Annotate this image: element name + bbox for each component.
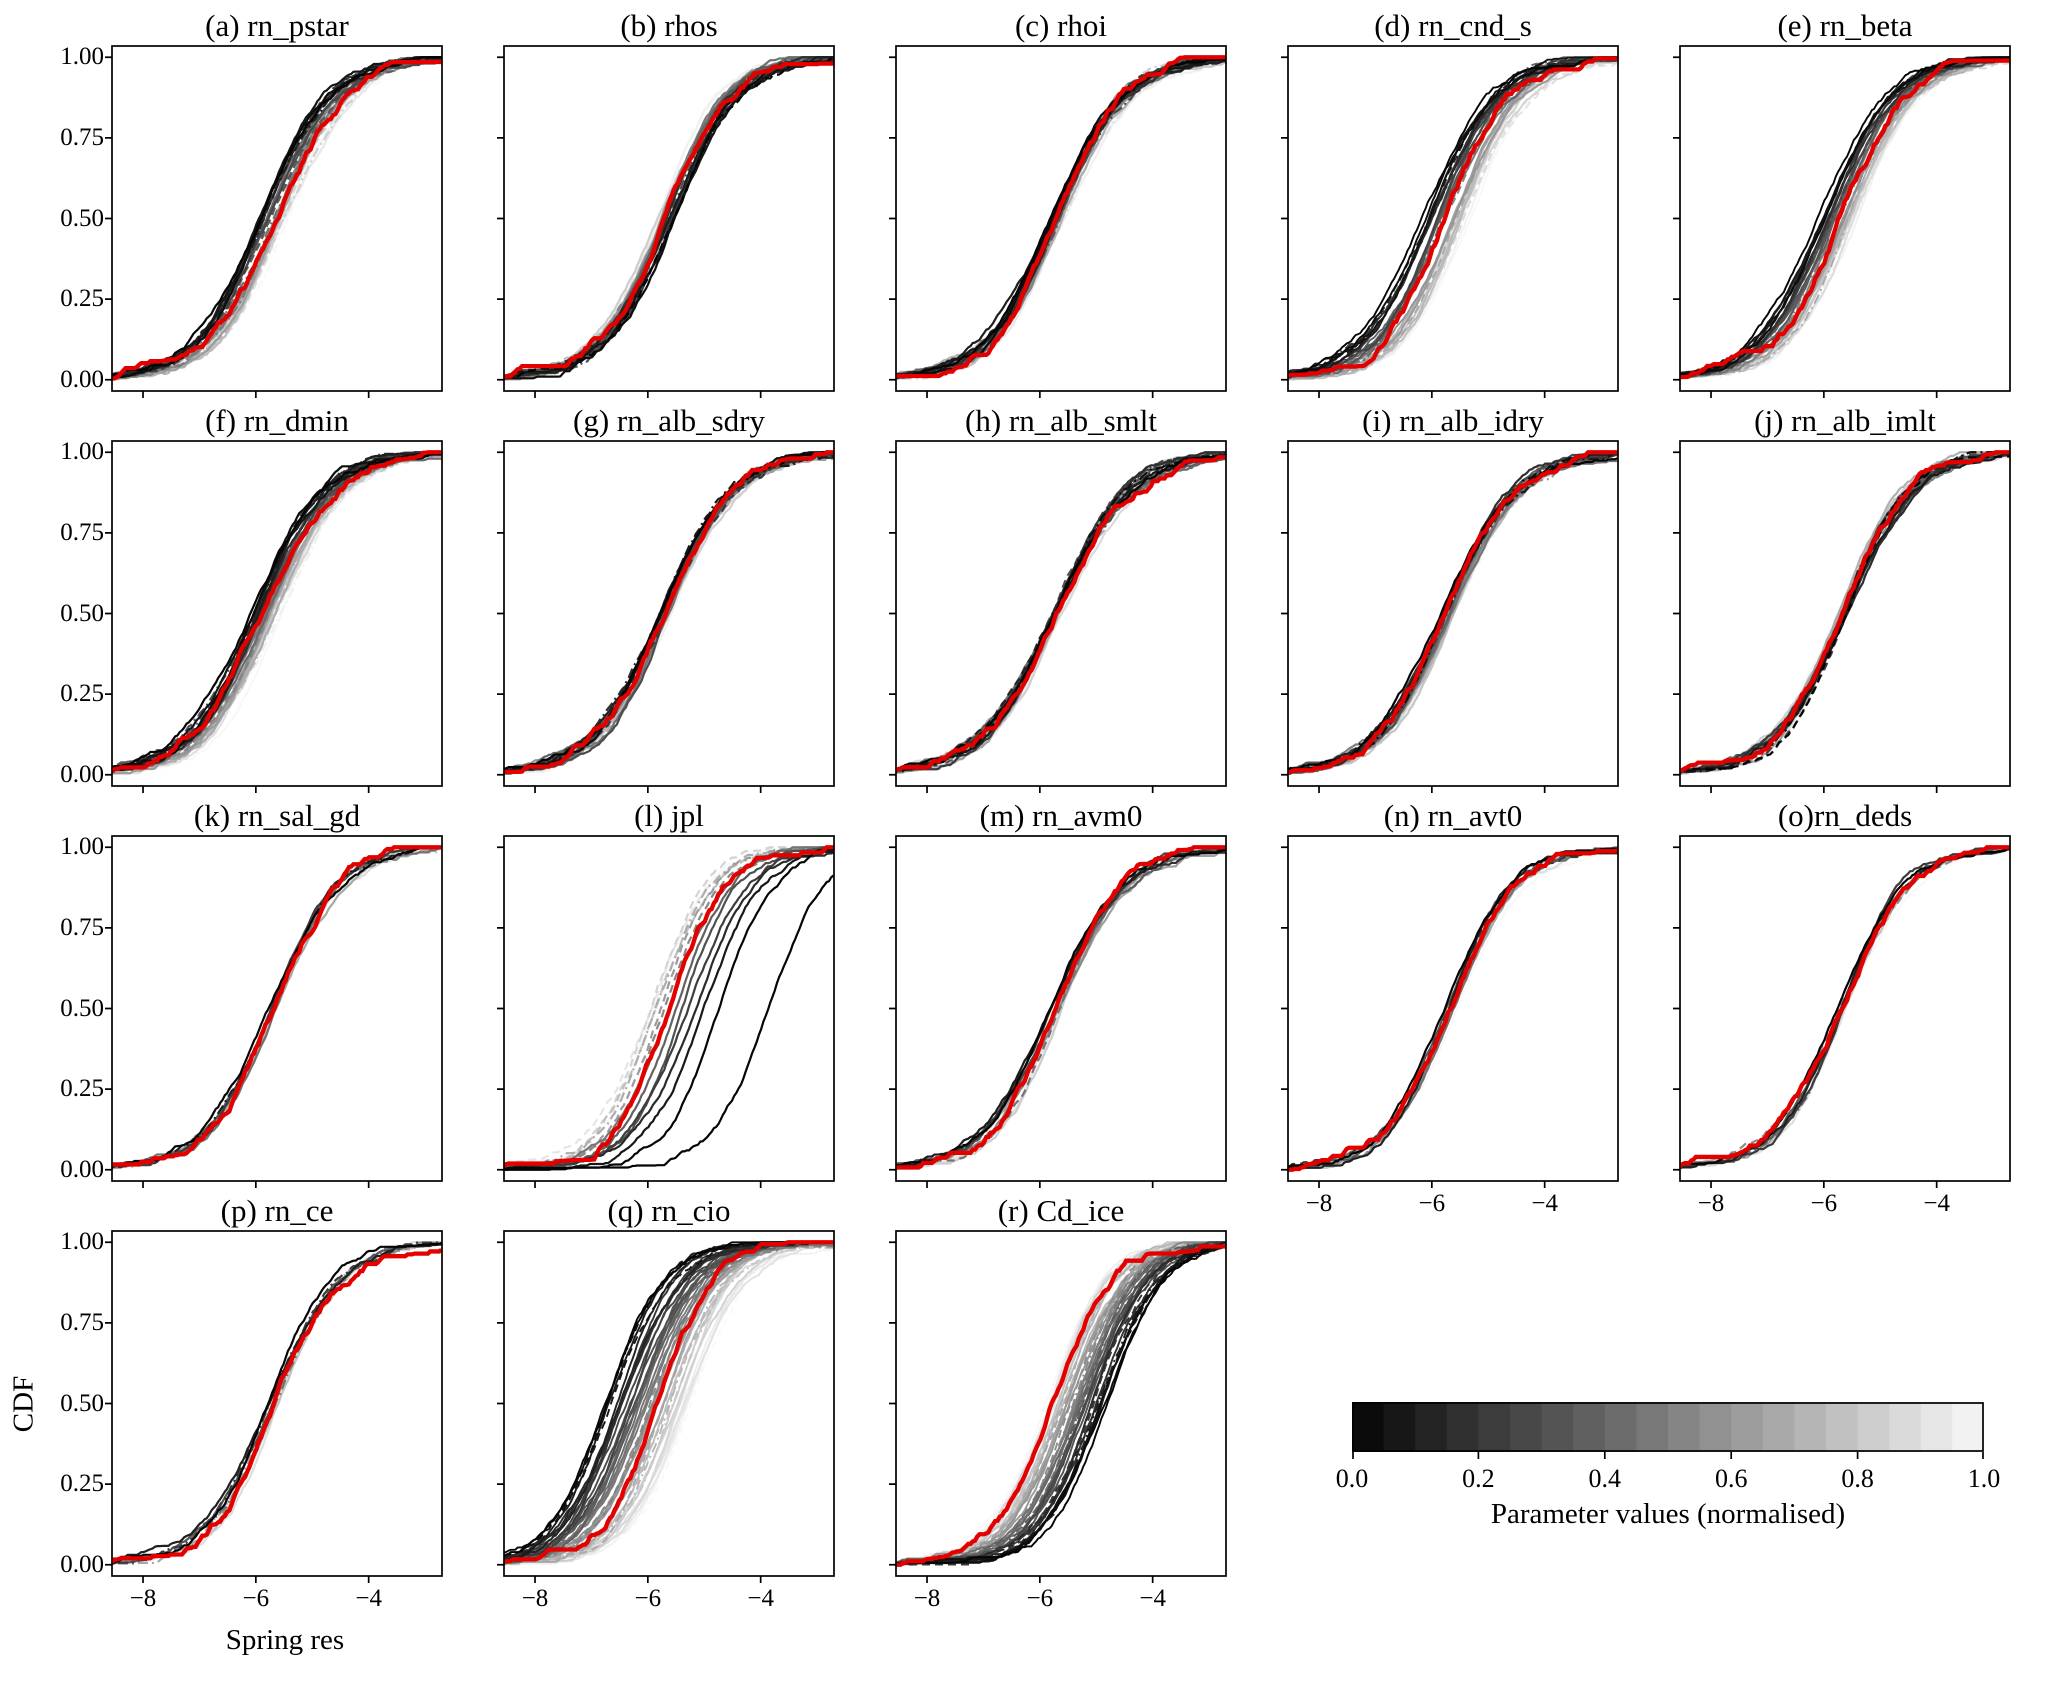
cdf-plot-canvas-m bbox=[880, 833, 1229, 1197]
x-tick-label: −6 bbox=[634, 1585, 662, 1612]
y-tick-label: 0.50 bbox=[60, 599, 104, 627]
cdf-plot-canvas-f bbox=[96, 438, 445, 802]
colorbar-tick-label: 0.0 bbox=[1335, 1464, 1369, 1493]
x-tick-label: −4 bbox=[1139, 1585, 1166, 1612]
x-tick-label: −6 bbox=[1026, 1585, 1054, 1612]
colorbar-tick-label: 0.6 bbox=[1714, 1464, 1748, 1493]
panel-title-r: (r) Cd_ice bbox=[997, 1193, 1125, 1228]
panel-title-l: (l) jpl bbox=[634, 798, 704, 833]
y-tick-label: 0.25 bbox=[60, 680, 104, 708]
y-tick-label: 0.50 bbox=[60, 994, 104, 1022]
x-axis-label: Spring res bbox=[225, 1624, 345, 1656]
x-tick-label: −4 bbox=[1531, 1190, 1558, 1217]
x-tick-label: −6 bbox=[1418, 1190, 1446, 1217]
colorbar-tick-label: 0.2 bbox=[1462, 1464, 1495, 1493]
y-tick-label: 0.25 bbox=[60, 285, 104, 313]
x-tick-label: −8 bbox=[521, 1585, 549, 1612]
colorbar-label: Parameter values (normalised) bbox=[1490, 1498, 1846, 1530]
x-tick-label: −8 bbox=[913, 1585, 941, 1612]
panel-title-a: (a) rn_pstar bbox=[205, 8, 349, 43]
panel-title-n: (n) rn_avt0 bbox=[1383, 798, 1523, 833]
cdf-plot-canvas-l bbox=[488, 833, 837, 1197]
cdf-plot-canvas-e bbox=[1664, 43, 2013, 407]
y-tick-label: 0.50 bbox=[60, 1389, 104, 1417]
colorbar-tick-label: 0.4 bbox=[1588, 1464, 1622, 1493]
panel-title-m: (m) rn_avm0 bbox=[979, 798, 1143, 833]
y-tick-label: 0.25 bbox=[60, 1470, 104, 1498]
y-tick-label: 1.00 bbox=[60, 833, 104, 861]
y-tick-label: 0.25 bbox=[60, 1075, 104, 1103]
cdf-plot-canvas-j bbox=[1664, 438, 2013, 802]
y-tick-label: 1.00 bbox=[60, 438, 104, 466]
cdf-plot-canvas-q bbox=[488, 1228, 837, 1592]
x-tick-label: −8 bbox=[1305, 1190, 1333, 1217]
x-tick-label: −8 bbox=[1697, 1190, 1725, 1217]
y-tick-label: 0.00 bbox=[60, 365, 104, 393]
x-tick-label: −6 bbox=[242, 1585, 270, 1612]
panel-title-e: (e) rn_beta bbox=[1777, 8, 1913, 43]
colorbar: 0.0 0.2 0.4 0.6 0.8 1.0 Parameter values (nor… bbox=[1336, 1402, 2000, 1542]
cdf-plot-canvas-n bbox=[1272, 833, 1621, 1197]
y-tick-label: 0.00 bbox=[60, 1550, 104, 1578]
colorbar-tick-label: 0.8 bbox=[1841, 1464, 1874, 1493]
y-axis-label: CDF bbox=[7, 1375, 40, 1433]
y-tick-label: 0.75 bbox=[60, 1308, 104, 1336]
x-tick-label: −4 bbox=[355, 1585, 382, 1612]
panel-title-i: (i) rn_alb_idry bbox=[1362, 403, 1544, 438]
cdf-plot-canvas-h bbox=[880, 438, 1229, 802]
cdf-plot-canvas-o bbox=[1664, 833, 2013, 1197]
cdf-plot-canvas-a bbox=[96, 43, 445, 407]
colorbar-gradient bbox=[1352, 1402, 1984, 1460]
panel-title-p: (p) rn_ce bbox=[220, 1193, 334, 1228]
panel-title-g: (g) rn_alb_sdry bbox=[573, 403, 765, 438]
cdf-plot-canvas-i bbox=[1272, 438, 1621, 802]
x-tick-label: −6 bbox=[1810, 1190, 1838, 1217]
x-tick-label: −4 bbox=[747, 1585, 774, 1612]
y-tick-label: 1.00 bbox=[60, 1228, 104, 1256]
y-tick-label: 0.75 bbox=[60, 913, 104, 941]
panel-title-d: (d) rn_cnd_s bbox=[1374, 8, 1532, 43]
panel-title-f: (f) rn_dmin bbox=[205, 403, 349, 438]
cdf-plot-canvas-k bbox=[96, 833, 445, 1197]
y-tick-label: 0.00 bbox=[60, 760, 104, 788]
y-tick-label: 0.75 bbox=[60, 123, 104, 151]
y-tick-label: 1.00 bbox=[60, 43, 104, 71]
y-tick-label: 0.00 bbox=[60, 1155, 104, 1183]
panel-title-j: (j) rn_alb_imlt bbox=[1754, 403, 1936, 438]
panel-title-c: (c) rhoi bbox=[1014, 8, 1108, 43]
x-tick-label: −4 bbox=[1923, 1190, 1950, 1217]
panel-title-o: (o)rn_deds bbox=[1777, 798, 1913, 833]
panel-title-b: (b) rhos bbox=[620, 8, 718, 43]
panel-title-q: (q) rn_cio bbox=[607, 1193, 731, 1228]
panel-title-h: (h) rn_alb_smlt bbox=[965, 403, 1157, 438]
panel-title-k: (k) rn_sal_gd bbox=[193, 798, 361, 833]
cdf-plot-canvas-g bbox=[488, 438, 837, 802]
cdf-plot-canvas-b bbox=[488, 43, 837, 407]
y-tick-label: 0.50 bbox=[60, 204, 104, 232]
x-tick-label: −8 bbox=[129, 1585, 157, 1612]
cdf-plot-canvas-c bbox=[880, 43, 1229, 407]
cdf-plot-canvas-r bbox=[880, 1228, 1229, 1592]
cdf-plot-canvas-p bbox=[96, 1228, 445, 1592]
colorbar-tick-label: 1.0 bbox=[1967, 1464, 2001, 1493]
cdf-plot-canvas-d bbox=[1272, 43, 1621, 407]
y-tick-label: 0.75 bbox=[60, 518, 104, 546]
